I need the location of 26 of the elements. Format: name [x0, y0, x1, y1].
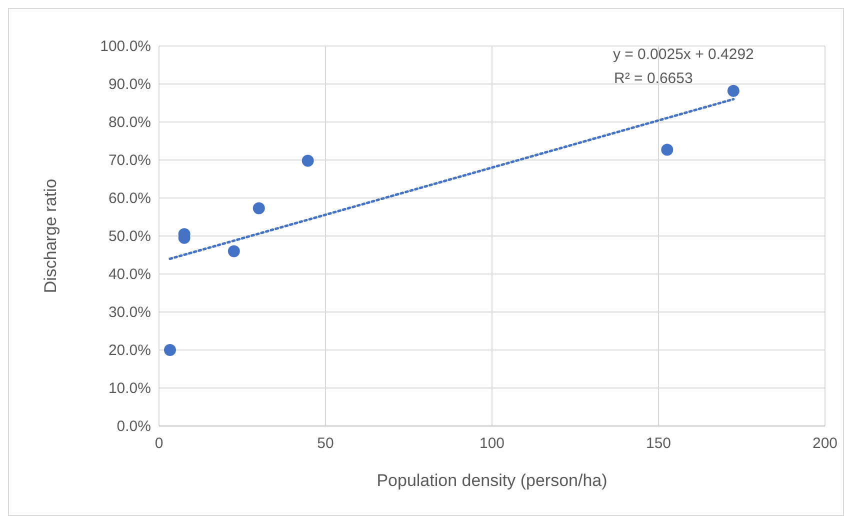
y-tick-label: 0.0%	[116, 418, 151, 435]
x-tick-label: 0	[154, 435, 164, 452]
x-tick-label: 150	[646, 435, 672, 452]
x-tick-label: 50	[317, 435, 334, 452]
y-tick-label: 80.0%	[108, 114, 151, 131]
y-tick-label: 90.0%	[108, 76, 151, 93]
y-tick-label: 60.0%	[108, 190, 151, 207]
y-tick-label: 30.0%	[108, 304, 151, 321]
y-tick-label: 10.0%	[108, 380, 151, 397]
y-axis-title: Discharge ratio	[41, 178, 60, 294]
point	[302, 154, 314, 167]
y-tick-label: 70.0%	[108, 152, 151, 169]
point	[661, 144, 674, 156]
annotation: y = 0.0025x + 0.4292	[612, 46, 754, 64]
y-tick-label: 40.0%	[108, 266, 151, 283]
annotation: R² = 0.6653	[614, 70, 693, 88]
point	[252, 202, 265, 214]
x-tick-label: 200	[812, 435, 838, 452]
x-axis-title: Population density (person/ha)	[376, 471, 608, 490]
point	[727, 84, 740, 97]
x-tick-label: 100	[479, 435, 505, 452]
y-tick-label: 100.0%	[100, 38, 151, 55]
point	[164, 344, 176, 356]
y-tick-label: 50.0%	[108, 228, 151, 245]
y-tick-label: 20.0%	[108, 342, 151, 359]
point	[228, 245, 240, 258]
